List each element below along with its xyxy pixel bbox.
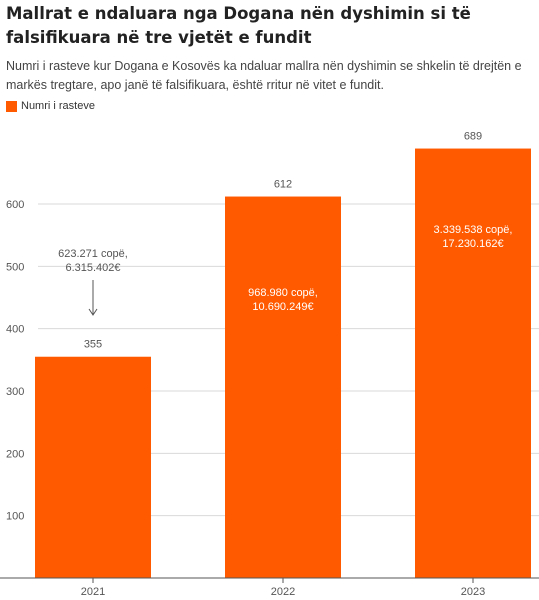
y-axis-ticks: 100 200 300 400 500 600 [6,199,24,523]
bar-2021 [35,356,151,578]
legend-label: Numri i rasteve [21,100,95,112]
bar-value-label: 689 [464,131,482,143]
legend: Numri i rasteve [6,100,95,112]
bar-2022 [225,196,341,578]
x-axis-ticks: 2021 2022 2023 [81,578,485,598]
chart-subtitle: Numri i rasteve kur Dogana e Kosovës ka … [6,59,522,92]
legend-swatch [6,100,17,112]
y-tick-label: 300 [6,386,24,398]
y-tick-label: 600 [6,199,24,211]
data-labels: 355 612 689 623.271 copë, 6.315.402€ 968.980 … [58,131,512,351]
x-tick-label: 2021 [81,586,105,598]
y-tick-label: 100 [6,511,24,523]
y-tick-label: 400 [6,324,24,336]
annotation-2021: 623.271 copë, 6.315.402€ [58,248,128,274]
chart-title: Mallrat e ndaluara nga Dogana nën dyshim… [6,4,471,47]
annotation-arrowhead [88,308,98,316]
y-tick-label: 500 [6,261,24,273]
x-tick-label: 2022 [271,586,295,598]
bar-value-label: 355 [84,339,102,351]
x-tick-label: 2023 [461,586,485,598]
bar-2023 [415,148,531,578]
y-tick-label: 200 [6,448,24,460]
bars [35,148,531,578]
annotation-2023: 3.339.538 copë, 17.230.162€ [434,224,513,250]
annotation-2022: 968.980 copë, 10.690.249€ [248,287,318,313]
bar-value-label: 612 [274,179,292,191]
